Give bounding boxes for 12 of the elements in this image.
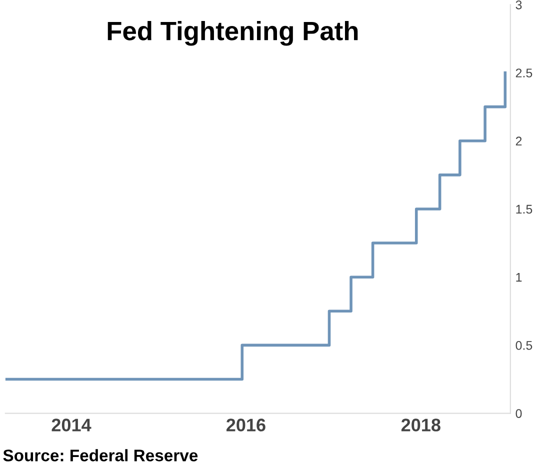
y-tick-label: 2.5 [516,68,532,78]
x-tick-label: 2014 [52,418,92,432]
y-tick-label: 1.5 [516,204,532,214]
y-tick-label: 3 [516,0,522,10]
source-note: Source: Federal Reserve [3,449,198,462]
y-tick-label: 1 [516,273,522,282]
text: Fed Tightening Path [108,21,358,46]
y-tick-label: 0 [516,409,522,418]
x-tick-label: 2016 [226,418,266,432]
y-tick-label: 0.5 [516,340,532,350]
y-tick-label: 2 [516,136,522,146]
x-tick-label: 2018 [401,418,440,432]
